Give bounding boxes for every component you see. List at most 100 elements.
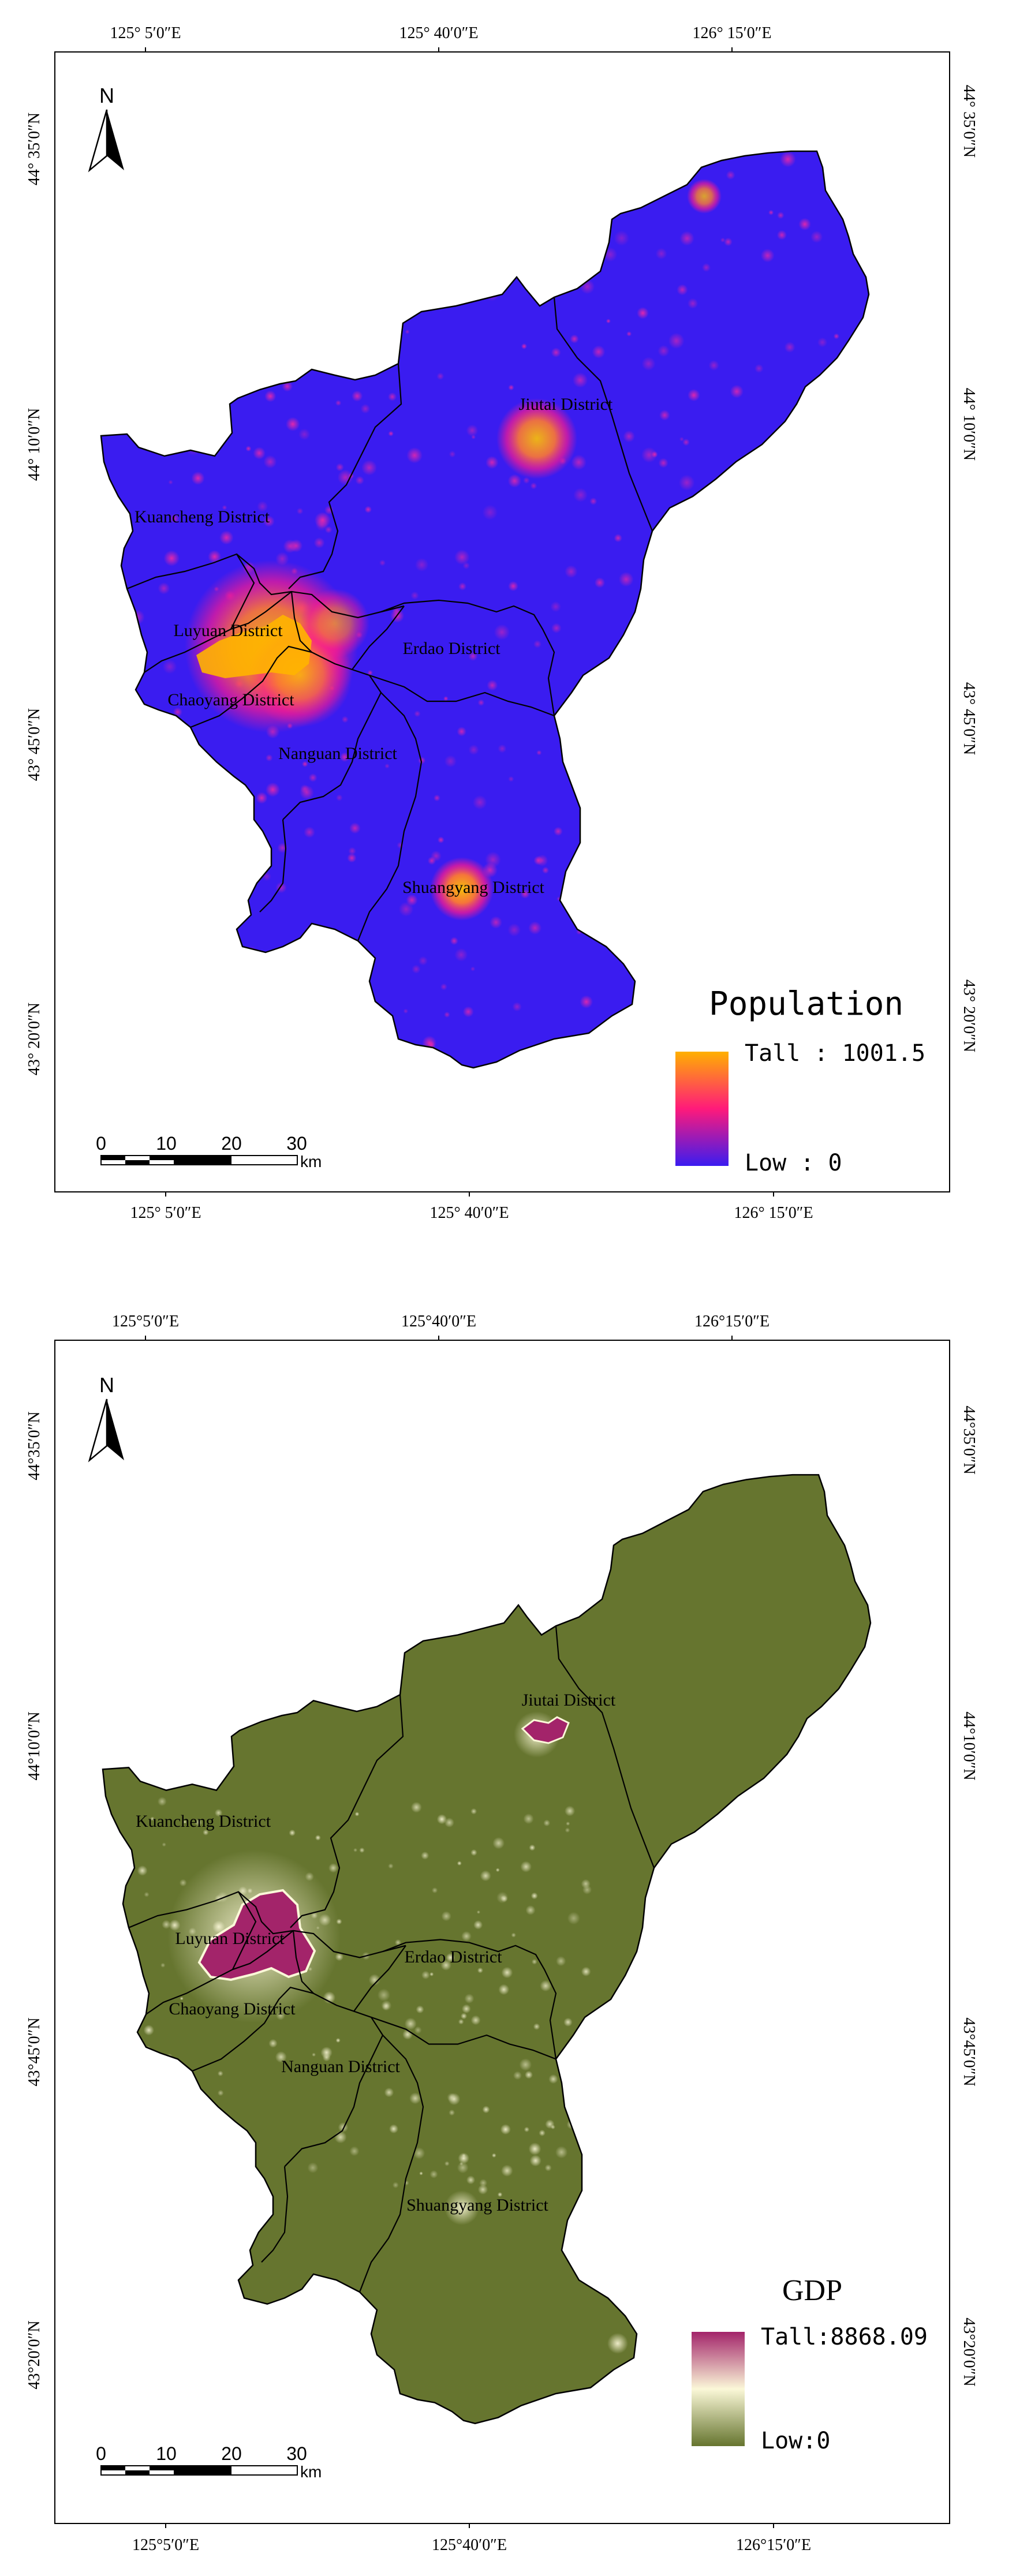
- right-tick-4: 43°20′0″N: [960, 2317, 978, 2386]
- north-arrow-icon: [107, 110, 124, 170]
- left-tick-2: 44° 10′0″N: [25, 408, 43, 481]
- left-tick-3: 43°45′0″N: [25, 2017, 43, 2086]
- right-tick-3: 43° 45′0″N: [960, 682, 978, 755]
- scale-label-0: 0: [96, 1133, 106, 1154]
- district-border-8: [190, 645, 312, 728]
- district-labels: Jiutai District Kuancheng District Luyua…: [135, 395, 613, 897]
- district-border-2: [126, 553, 405, 619]
- north-arrow-label: N: [99, 84, 114, 107]
- district-border-5: [369, 674, 555, 717]
- district-border-12: [232, 1891, 257, 1970]
- label-chaoyang: Chaoyang District: [169, 1999, 296, 2018]
- legend-high: Tall : 1001.5: [745, 1040, 925, 1067]
- north-arrow-label: N: [99, 1373, 114, 1397]
- district-border-10: [357, 692, 423, 941]
- top-tick-1: 125° 5′0″E: [110, 24, 181, 42]
- scale-label-20: 20: [221, 1133, 242, 1154]
- label-jiutai: Jiutai District: [522, 1691, 616, 1710]
- scale-label-10: 10: [156, 1133, 177, 1154]
- top-tick-2: 125°40′0″E: [401, 1313, 476, 1330]
- district-border-1: [288, 363, 402, 589]
- district-border-9: [259, 819, 287, 913]
- legend: GDP Tall:8868.09 Low:0: [692, 2274, 928, 2454]
- label-luyuan: Luyuan District: [173, 621, 283, 640]
- bottom-tick-3: 126° 15′0″E: [734, 1204, 813, 1222]
- label-kuancheng: Kuancheng District: [135, 507, 270, 526]
- population-map: 125° 5′0″E 125° 40′0″E 126° 15′0″E 125° …: [25, 24, 978, 1222]
- district-border-5: [371, 2016, 556, 2060]
- study-area: [101, 151, 869, 1068]
- label-kuancheng: Kuancheng District: [136, 1812, 271, 1831]
- legend-title: GDP: [782, 2274, 842, 2307]
- legend-low: Low : 0: [745, 1150, 842, 1176]
- bottom-tick-3: 126°15′0″E: [736, 2536, 811, 2554]
- label-shuangyang: Shuangyang District: [406, 2196, 548, 2215]
- top-tick-2: 125° 40′0″E: [399, 24, 478, 42]
- study-area-outline: [100, 150, 870, 1069]
- north-arrow-icon: [107, 1399, 124, 1460]
- legend-low: Low:0: [761, 2428, 830, 2454]
- right-tick-4: 43° 20′0″N: [960, 979, 978, 1052]
- bottom-tick-1: 125°5′0″E: [132, 2536, 199, 2554]
- district-border-7: [352, 605, 405, 670]
- district-border-11: [145, 1930, 294, 2015]
- right-tick-1: 44° 35′0″N: [960, 85, 978, 158]
- district-labels: Jiutai District Kuancheng District Luyua…: [136, 1691, 616, 2215]
- label-erdao: Erdao District: [404, 1947, 502, 1966]
- scale-label-30: 30: [286, 1133, 307, 1154]
- label-nanguan: Nanguan District: [281, 2057, 400, 2076]
- district-borders: [126, 297, 653, 941]
- legend: Population Tall : 1001.5 Low : 0: [675, 985, 925, 1176]
- gdp-map: 125°5′0″E 125°40′0″E 126°15′0″E 125°5′0″…: [25, 1313, 978, 2554]
- district-border-10: [358, 2035, 424, 2293]
- district-border-7: [353, 1945, 406, 2012]
- label-chaoyang: Chaoyang District: [167, 690, 294, 709]
- left-tick-4: 43°20′0″N: [25, 2320, 43, 2389]
- top-tick-3: 126°15′0″E: [694, 1313, 770, 1330]
- right-tick-3: 43°45′0″N: [960, 2017, 978, 2086]
- north-arrow: N: [88, 84, 124, 173]
- label-jiutai: Jiutai District: [519, 395, 613, 414]
- map-frame: [54, 51, 950, 1192]
- top-tick-1: 125°5′0″E: [112, 1313, 179, 1330]
- bottom-tick-2: 125°40′0″E: [432, 2536, 507, 2554]
- map-frame: [54, 1340, 950, 2524]
- left-tick-4: 43° 20′0″N: [25, 1003, 43, 1075]
- label-erdao: Erdao District: [402, 639, 500, 658]
- study-area-outline: [102, 1474, 872, 2425]
- bottom-tick-1: 125° 5′0″E: [130, 1204, 201, 1222]
- scale-label-30: 30: [286, 2443, 307, 2464]
- coordinate-ticks: 125° 5′0″E 125° 40′0″E 126° 15′0″E 125° …: [25, 24, 978, 1222]
- legend-title: Population: [709, 985, 903, 1023]
- scale-unit: km: [300, 1153, 322, 1171]
- gdp-density: [124, 1711, 628, 2354]
- left-tick-2: 44°10′0″N: [25, 1711, 43, 1780]
- label-luyuan: Luyuan District: [175, 1929, 285, 1948]
- scale-bar: 0 10 20 30 km: [96, 1133, 322, 1171]
- right-tick-2: 44°10′0″N: [960, 1711, 978, 1780]
- district-border-4: [380, 599, 555, 716]
- district-border-1: [290, 1694, 404, 1928]
- district-border-3: [553, 297, 653, 532]
- label-nanguan: Nanguan District: [278, 744, 397, 763]
- top-tick-3: 126° 15′0″E: [692, 24, 771, 42]
- scale-bar: 0 10 20 30 km: [96, 2443, 322, 2481]
- label-shuangyang: Shuangyang District: [402, 878, 544, 897]
- right-tick-1: 44°35′0″N: [960, 1405, 978, 1474]
- district-border-9: [261, 2166, 289, 2263]
- legend-color-ramp: [675, 1052, 729, 1166]
- coordinate-ticks: 125°5′0″E 125°40′0″E 126°15′0″E 125°5′0″…: [25, 1313, 978, 2554]
- left-tick-3: 43° 45′0″N: [25, 708, 43, 781]
- district-border-12: [230, 554, 255, 630]
- study-area: [103, 1475, 871, 2424]
- scale-label-20: 20: [221, 2443, 242, 2464]
- scale-unit: km: [300, 2463, 322, 2481]
- bottom-tick-2: 125° 40′0″E: [429, 1204, 509, 1222]
- north-arrow: N: [88, 1373, 124, 1463]
- right-tick-2: 44° 10′0″N: [960, 388, 978, 461]
- district-border-11: [144, 591, 292, 673]
- district-border-4: [382, 1939, 557, 2059]
- left-tick-1: 44° 35′0″N: [25, 113, 43, 185]
- left-tick-1: 44°35′0″N: [25, 1411, 43, 1480]
